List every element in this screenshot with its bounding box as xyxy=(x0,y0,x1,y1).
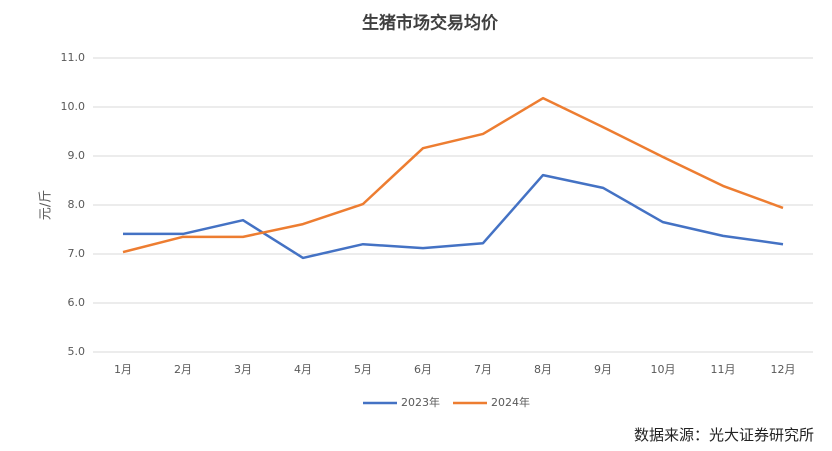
x-tick-label: 10月 xyxy=(651,363,676,376)
y-tick-label: 6.0 xyxy=(68,296,86,309)
x-tick-label: 5月 xyxy=(354,363,372,376)
y-tick-label: 9.0 xyxy=(68,149,86,162)
y-tick-label: 10.0 xyxy=(61,100,86,113)
y-axis-label: 元/斤 xyxy=(39,190,54,220)
source-note: 数据来源：光大证券研究所 xyxy=(634,426,814,444)
y-tick-label: 7.0 xyxy=(68,247,86,260)
x-tick-label: 9月 xyxy=(594,363,612,376)
x-tick-label: 4月 xyxy=(294,363,312,376)
chart-title: 生猪市场交易均价 xyxy=(362,13,499,34)
x-tick-label: 11月 xyxy=(711,363,736,376)
legend-label: 2024年 xyxy=(491,395,530,409)
x-tick-label: 7月 xyxy=(474,363,492,376)
x-tick-label: 12月 xyxy=(771,363,796,376)
y-tick-label: 8.0 xyxy=(68,198,86,211)
x-tick-label: 1月 xyxy=(114,363,132,376)
x-tick-label: 2月 xyxy=(174,363,192,376)
y-tick-label: 11.0 xyxy=(61,51,86,64)
y-tick-label: 5.0 xyxy=(68,345,86,358)
legend-label: 2023年 xyxy=(401,395,440,409)
series-line xyxy=(123,173,784,260)
x-tick-label: 8月 xyxy=(534,363,552,376)
x-tick-label: 6月 xyxy=(414,363,432,376)
x-tick-label: 3月 xyxy=(234,363,252,376)
series-line xyxy=(122,96,784,254)
